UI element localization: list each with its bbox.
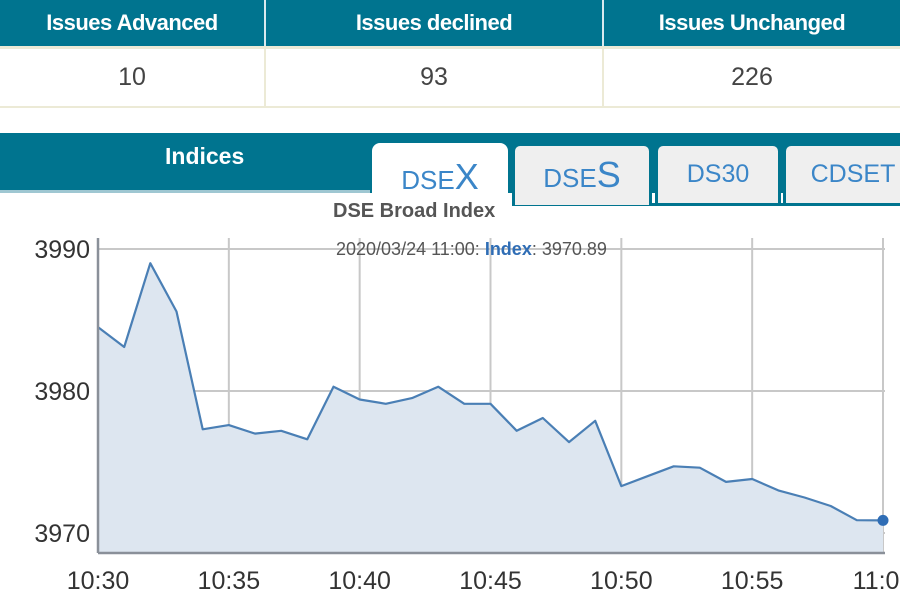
highlight-point-marker[interactable] <box>877 514 889 526</box>
svg-text:10:45: 10:45 <box>459 567 522 595</box>
issues-unchanged-header: Issues Unchanged <box>602 0 900 48</box>
tooltip-series: Index <box>484 239 532 259</box>
issues-declined-value: 93 <box>264 46 603 108</box>
svg-text:10:35: 10:35 <box>198 567 261 595</box>
issues-advanced-value: 10 <box>0 46 265 108</box>
header-stripe <box>0 190 370 193</box>
svg-text:10:30: 10:30 <box>67 567 130 595</box>
y-axis-labels: 3970 3980 3990 <box>34 236 90 548</box>
chart-tooltip: 2020/03/24 11:00: Index: 3970.89 <box>336 239 607 260</box>
issues-advanced-header: Issues Advanced <box>0 0 265 48</box>
svg-text:10:55: 10:55 <box>721 567 784 595</box>
tab-dses[interactable]: DSES <box>512 143 652 205</box>
issues-declined-header: Issues declined <box>264 0 603 48</box>
svg-text:11:00: 11:00 <box>853 567 900 595</box>
tab-underline <box>512 203 900 206</box>
market-stats-table: Issues Advanced Issues declined Issues U… <box>0 0 900 108</box>
svg-text:10:40: 10:40 <box>328 567 391 595</box>
tooltip-value: 3970.89 <box>541 239 607 259</box>
tooltip-sep: : <box>531 239 542 259</box>
tab-cdset[interactable]: CDSET <box>783 143 900 203</box>
svg-text:10:50: 10:50 <box>590 567 653 595</box>
tab-dsex-suffix: X <box>454 156 479 197</box>
svg-text:3970: 3970 <box>34 520 90 548</box>
issues-unchanged-value: 226 <box>602 46 900 108</box>
chart-axes <box>96 238 885 555</box>
chart-title: DSE Broad Index <box>333 200 496 222</box>
tooltip-time: 2020/03/24 11:00: <box>336 239 485 259</box>
svg-text:3980: 3980 <box>34 378 90 406</box>
tab-ds30[interactable]: DS30 <box>655 143 781 203</box>
chart-line <box>97 262 884 522</box>
tab-dsex-prefix: DSE <box>401 165 455 195</box>
tab-dses-suffix: S <box>596 154 621 195</box>
x-axis-labels: 10:30 10:35 10:40 10:45 10:50 10:55 11:00 <box>67 567 900 595</box>
tab-dses-prefix: DSE <box>543 163 597 193</box>
tab-dsex[interactable]: DSEX <box>372 143 508 207</box>
svg-text:3990: 3990 <box>34 236 90 264</box>
indices-title: Indices <box>165 143 245 169</box>
chart-area-fill <box>98 263 883 553</box>
